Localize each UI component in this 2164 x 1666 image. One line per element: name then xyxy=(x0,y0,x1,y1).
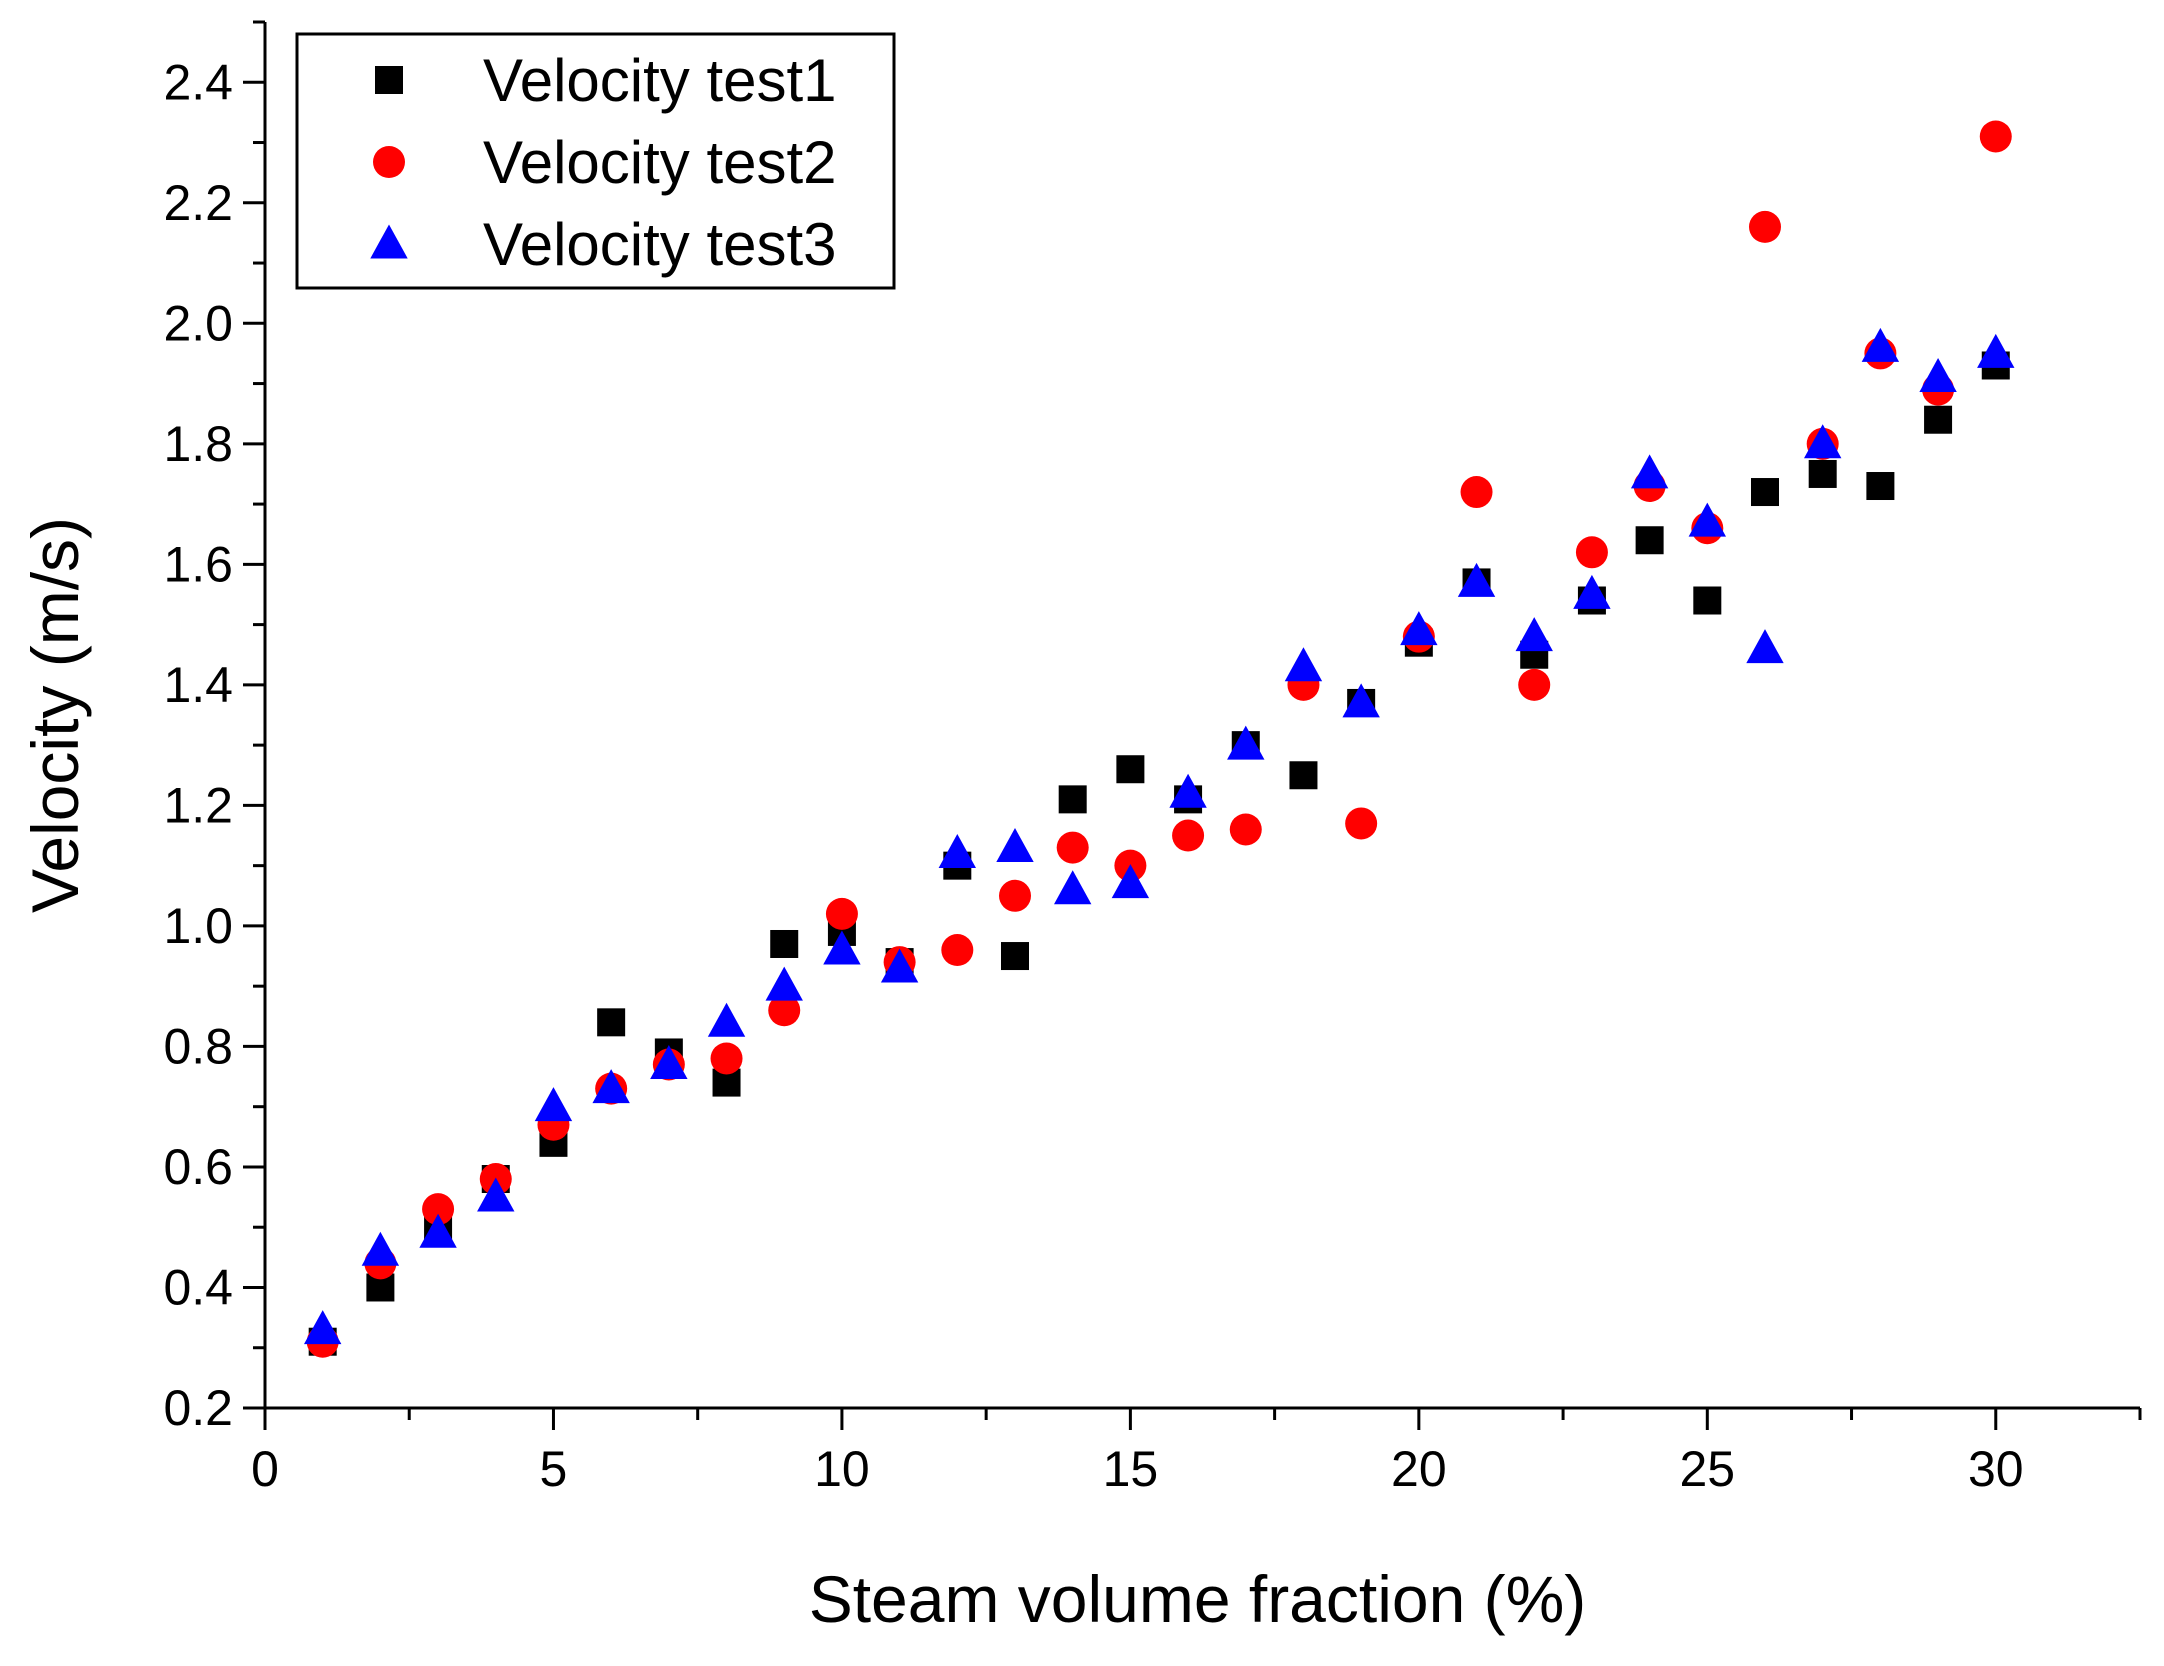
data-point-square xyxy=(1924,405,1953,434)
series-2 xyxy=(306,120,2012,1358)
data-point-triangle xyxy=(996,828,1034,863)
series-3 xyxy=(303,327,2015,1345)
data-point-triangle xyxy=(1053,870,1092,905)
data-point-triangle xyxy=(534,1087,573,1122)
data-point-triangle xyxy=(1977,333,2015,368)
legend-label: Velocity test2 xyxy=(483,129,837,196)
x-tick-label: 30 xyxy=(1968,1441,2024,1497)
data-point-circle xyxy=(1172,819,1205,852)
x-tick-label: 10 xyxy=(814,1441,870,1497)
data-point-triangle xyxy=(880,948,919,983)
data-point-square xyxy=(1808,459,1837,488)
legend-marker-square xyxy=(375,66,403,94)
data-point-triangle xyxy=(1746,629,1784,664)
data-point-square xyxy=(1635,526,1664,555)
data-point-triangle xyxy=(303,1310,342,1345)
series-1 xyxy=(308,351,2010,1356)
data-point-triangle xyxy=(650,1044,688,1079)
data-point-triangle xyxy=(823,930,861,965)
data-point-square xyxy=(1289,761,1318,790)
y-tick-label: 1.8 xyxy=(163,416,233,472)
data-point-triangle xyxy=(1861,327,1900,362)
data-point-triangle xyxy=(361,1231,400,1266)
y-tick-label: 1.2 xyxy=(163,777,233,833)
data-point-triangle xyxy=(1227,725,1265,760)
data-point-square xyxy=(1866,472,1895,501)
y-tick-label: 1.0 xyxy=(163,898,233,954)
data-point-triangle xyxy=(1400,611,1438,646)
data-point-triangle xyxy=(1919,357,1957,392)
y-tick-label: 0.6 xyxy=(163,1139,233,1195)
y-tick-label: 0.2 xyxy=(163,1380,233,1436)
data-point-triangle xyxy=(419,1213,457,1248)
data-point-triangle xyxy=(1111,864,1150,899)
data-point-square xyxy=(597,1008,626,1037)
data-point-triangle xyxy=(477,1177,515,1212)
data-point-square xyxy=(1058,785,1087,814)
data-point-square xyxy=(1116,755,1145,784)
data-point-square xyxy=(1751,478,1779,507)
data-point-circle xyxy=(941,934,974,967)
data-point-triangle xyxy=(1169,773,1207,808)
y-axis-title: Velocity (m/s) xyxy=(18,517,92,913)
data-point-circle xyxy=(1749,210,1781,243)
y-tick-label: 2.0 xyxy=(163,295,233,351)
data-point-triangle xyxy=(938,834,977,869)
y-tick-label: 0.4 xyxy=(163,1259,233,1315)
y-tick-label: 1.6 xyxy=(163,536,233,592)
data-point-triangle xyxy=(1457,562,1496,597)
data-point-circle xyxy=(1575,536,1608,569)
data-point-square xyxy=(1693,586,1722,615)
data-point-triangle xyxy=(1573,574,1611,609)
data-point-circle xyxy=(1229,813,1262,846)
data-point-circle xyxy=(768,994,801,1027)
data-point-circle xyxy=(1460,476,1493,509)
legend-label: Velocity test3 xyxy=(483,211,837,278)
data-point-triangle xyxy=(1342,683,1380,718)
data-point-triangle xyxy=(1688,502,1727,537)
x-tick-label: 0 xyxy=(251,1441,279,1497)
data-point-circle xyxy=(710,1042,743,1075)
y-tick-label: 2.4 xyxy=(163,54,233,110)
x-tick-label: 20 xyxy=(1391,1441,1447,1497)
data-point-circle xyxy=(825,897,858,930)
x-tick-label: 15 xyxy=(1103,1441,1159,1497)
plot-area xyxy=(303,120,2015,1358)
y-tick-label: 1.4 xyxy=(163,657,233,713)
data-point-triangle xyxy=(765,966,803,1001)
x-tick-label: 5 xyxy=(540,1441,568,1497)
data-point-triangle xyxy=(1284,647,1323,682)
data-point-circle xyxy=(1518,668,1551,701)
data-point-circle xyxy=(999,879,1031,912)
data-point-circle xyxy=(1056,831,1089,864)
data-point-triangle xyxy=(1515,617,1553,652)
data-point-square xyxy=(1001,942,1029,971)
data-point-triangle xyxy=(707,1002,746,1037)
x-tick-label: 25 xyxy=(1679,1441,1735,1497)
data-point-triangle xyxy=(592,1069,630,1104)
data-point-triangle xyxy=(1803,424,1842,459)
y-tick-label: 0.8 xyxy=(163,1018,233,1074)
legend: Velocity test1 Velocity test2 Velocity tes… xyxy=(295,32,896,290)
x-axis-title: Steam volume fraction (%) xyxy=(809,1562,1587,1636)
data-point-square xyxy=(770,929,799,958)
legend-label: Velocity test1 xyxy=(483,47,837,114)
data-point-circle xyxy=(1345,807,1378,840)
data-point-triangle xyxy=(1630,454,1669,489)
legend-marker-circle xyxy=(373,146,405,178)
data-point-circle xyxy=(1979,120,2012,153)
axes: 0 5 10 15 20 25 30 0.2 0.4 0.6 0.8 1.0 1.2 1.4 1.6 1.8 2… xyxy=(163,20,2142,1497)
data-point-circle xyxy=(422,1193,455,1226)
y-tick-label: 2.2 xyxy=(163,175,233,231)
legend-marker-triangle xyxy=(370,224,408,259)
